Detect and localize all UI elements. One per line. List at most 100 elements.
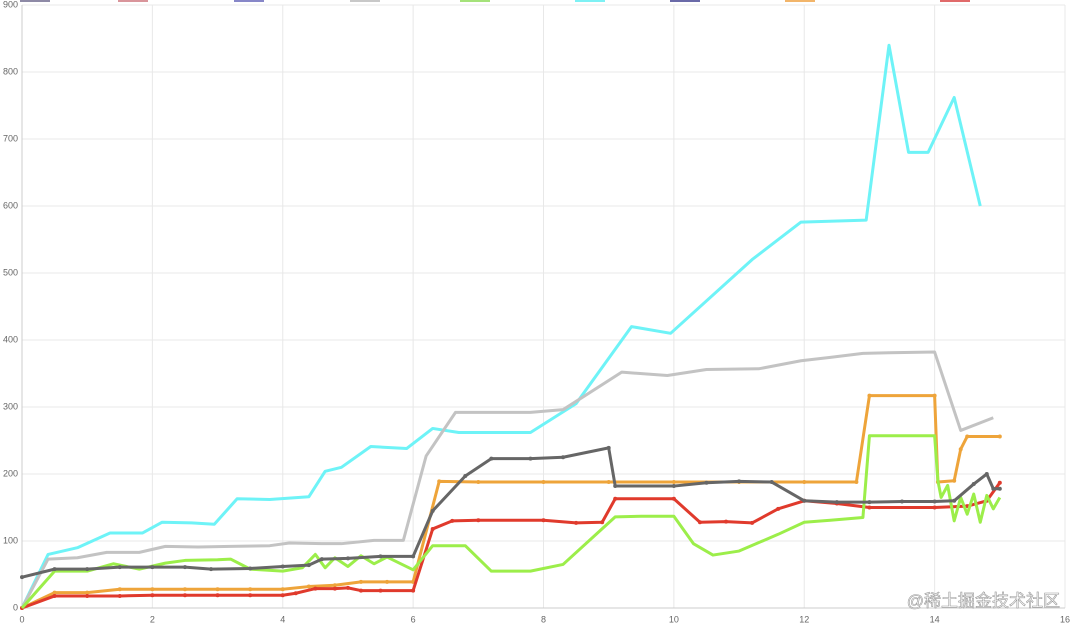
point (952, 498, 957, 503)
x-tick-label: 14 (930, 614, 940, 624)
point (958, 447, 963, 452)
point (867, 393, 872, 398)
point (489, 456, 494, 461)
point (430, 526, 435, 531)
point (117, 565, 122, 570)
y-tick-label: 900 (3, 0, 18, 9)
point (671, 484, 676, 489)
point (613, 484, 618, 489)
y-tick-label: 300 (3, 401, 18, 411)
point (85, 593, 90, 598)
legend-swatch (670, 0, 700, 2)
point (358, 579, 363, 584)
point (117, 587, 122, 592)
point (248, 593, 253, 598)
x-tick-label: 2 (150, 614, 155, 624)
y-tick-label: 800 (3, 66, 18, 76)
point (150, 565, 155, 570)
point (182, 565, 187, 570)
point (20, 575, 24, 580)
point (606, 480, 611, 485)
point (52, 593, 57, 598)
point (85, 590, 90, 595)
point (215, 593, 220, 598)
line (20, 350, 994, 609)
y-tick-label: 0 (13, 602, 18, 612)
x-tick-label: 8 (541, 614, 546, 624)
point (854, 480, 859, 485)
point (411, 588, 416, 593)
y-tick-label: 100 (3, 535, 18, 545)
point (867, 500, 872, 505)
point (345, 556, 350, 561)
point (997, 480, 1002, 485)
watermark: @稀土掘金技术社区 (907, 591, 1060, 610)
point (150, 593, 155, 598)
point (600, 520, 605, 525)
point (332, 586, 337, 591)
point (215, 587, 220, 592)
point (834, 500, 839, 505)
legend-swatch (460, 0, 490, 2)
point (52, 567, 57, 572)
legend-swatch (785, 0, 815, 2)
point (358, 588, 363, 593)
point (476, 480, 481, 485)
legend-swatch (118, 0, 148, 2)
point (984, 472, 989, 476)
legend-swatch (350, 0, 380, 2)
point (900, 499, 905, 504)
point (52, 590, 57, 595)
point (248, 566, 253, 571)
y-tick-label: 600 (3, 200, 18, 210)
x-tick-label: 0 (19, 614, 24, 624)
point (737, 479, 742, 484)
point (697, 520, 702, 525)
x-tick-label: 16 (1060, 614, 1070, 624)
point (952, 478, 957, 483)
point (332, 583, 337, 588)
x-tick-label: 6 (411, 614, 416, 624)
point (248, 587, 253, 592)
y-tick-label: 400 (3, 334, 18, 344)
point (182, 587, 187, 592)
point (293, 591, 298, 596)
point (932, 505, 937, 510)
point (85, 567, 90, 572)
point (117, 593, 122, 598)
point (671, 496, 676, 501)
point (437, 479, 442, 484)
x-tick-label: 12 (799, 614, 809, 624)
point (313, 586, 318, 591)
point (280, 593, 285, 598)
point (378, 588, 383, 593)
point (528, 456, 533, 461)
point (306, 563, 311, 568)
point (671, 480, 676, 485)
point (561, 455, 566, 460)
line (20, 434, 1002, 609)
legend-swatch (575, 0, 605, 2)
y-tick-label: 200 (3, 468, 18, 478)
point (280, 564, 285, 569)
point (802, 480, 807, 485)
point (991, 486, 996, 491)
point (965, 434, 970, 439)
point (724, 519, 729, 524)
point (306, 584, 311, 589)
point (463, 474, 468, 479)
point (971, 482, 976, 487)
point (776, 506, 781, 511)
legend-swatch (234, 0, 264, 2)
legend-swatch (940, 0, 970, 2)
x-tick-label: 4 (280, 614, 285, 624)
point (319, 557, 324, 562)
point (769, 480, 774, 485)
point (613, 496, 618, 501)
point (574, 520, 579, 525)
point (450, 518, 455, 523)
point (411, 554, 416, 559)
x-tick-label: 10 (669, 614, 679, 624)
